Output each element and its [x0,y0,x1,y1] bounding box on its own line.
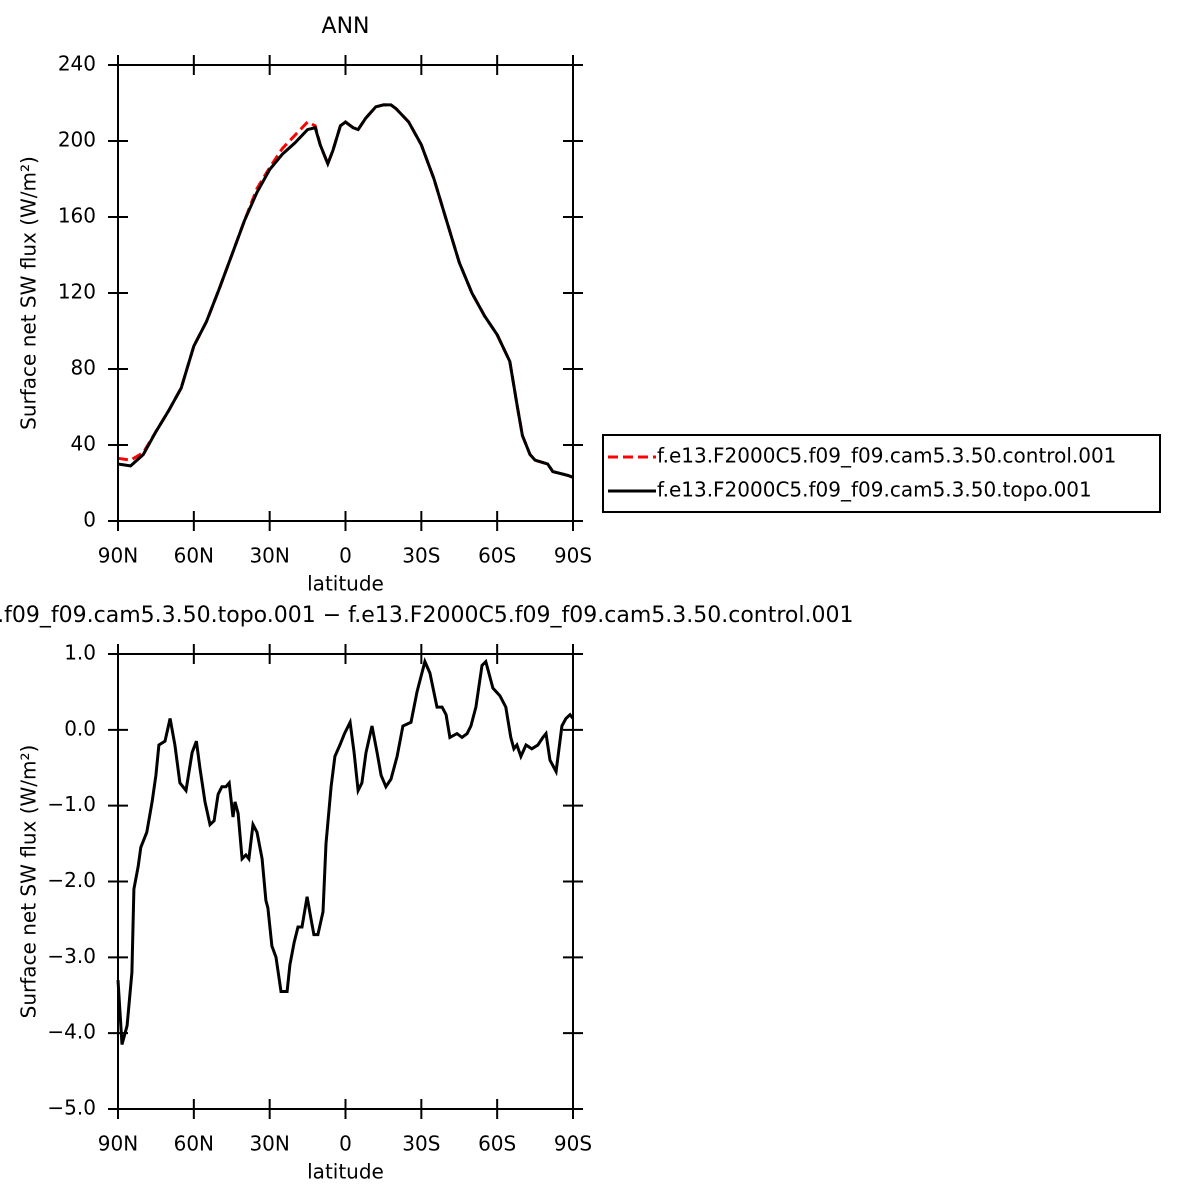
plot-frame [117,64,574,522]
x-tick-label: 30S [402,544,440,568]
y-tick-label: 200 [58,128,96,152]
chart-title: f.e13.F2000C5.f09_f09.cam5.3.50.topo.001… [0,603,853,628]
x-axis-label: latitude [307,1160,384,1184]
x-tick-label: 0 [339,544,352,568]
x-tick-label: 60S [478,1132,516,1156]
legend-box [602,434,1161,513]
x-tick-label: 30N [249,544,289,568]
legend-label: f.e13.F2000C5.f09_f09.cam5.3.50.control.… [657,444,1116,468]
x-tick-label: 90N [98,1132,138,1156]
data-line [117,103,574,479]
y-tick-label: 40 [71,432,96,456]
x-tick-label: 30N [249,1132,289,1156]
data-line [116,657,575,1045]
y-tick-label: −3.0 [47,944,96,968]
y-tick-label: 0.0 [64,716,96,740]
y-tick-label: 120 [58,280,96,304]
x-axis-label: latitude [307,572,384,596]
y-axis-label: Surface net SW flux (W/m²) [17,156,41,430]
y-tick-label: 80 [71,356,96,380]
y-tick-label: −5.0 [47,1096,96,1120]
plot-frame [117,653,574,1110]
x-tick-label: 90S [554,1132,592,1156]
y-tick-label: 240 [58,52,96,76]
y-tick-label: 160 [58,204,96,228]
x-tick-label: 90S [554,544,592,568]
y-tick-label: −4.0 [47,1020,96,1044]
x-tick-label: 90N [98,544,138,568]
x-tick-label: 30S [402,1132,440,1156]
chart-title: ANN [322,14,370,39]
y-tick-label: 1.0 [64,641,96,665]
x-tick-label: 0 [339,1132,352,1156]
legend-label: f.e13.F2000C5.f09_f09.cam5.3.50.topo.001 [657,478,1092,502]
x-tick-label: 60S [478,544,516,568]
y-axis-label: Surface net SW flux (W/m²) [17,745,41,1019]
y-tick-label: −1.0 [47,792,96,816]
data-line [117,103,574,479]
x-tick-label: 60N [174,544,214,568]
x-tick-label: 60N [174,1132,214,1156]
y-tick-label: −2.0 [47,868,96,892]
y-tick-label: 0 [83,508,96,532]
